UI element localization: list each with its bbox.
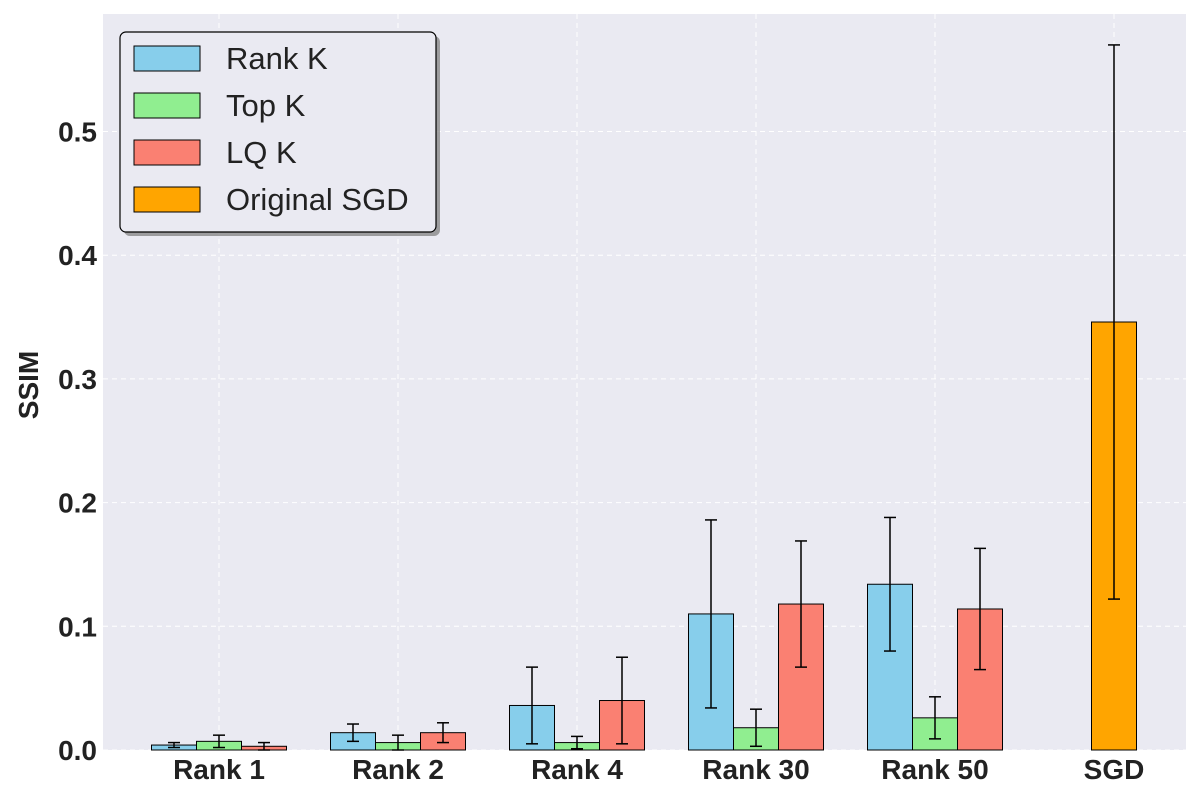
y-tick-label: 0.5 [58,117,97,148]
x-tick-label: Rank 4 [531,754,623,785]
y-axis-label: SSIM [13,351,44,419]
legend-label: Rank K [226,41,328,76]
legend-swatch [133,139,201,166]
y-axis-ticks: 0.0 0.1 0.2 0.3 0.4 0.5 [58,117,97,766]
y-tick-label: 0.0 [58,735,97,766]
x-tick-label: Rank 30 [702,754,809,785]
x-tick-label: Rank 50 [881,754,988,785]
legend-swatch [133,92,201,119]
legend-label: Top K [226,88,306,123]
x-tick-label: Rank 2 [352,754,444,785]
x-tick-label: Rank 1 [173,754,265,785]
legend-swatch [133,186,201,213]
x-tick-label: SGD [1084,754,1145,785]
legend: Rank K Top K LQ K Original SGD [119,31,440,236]
legend-frame [119,31,437,233]
legend-label: Original SGD [226,182,409,217]
error-bars [168,44,1120,751]
y-tick-label: 0.2 [58,488,97,519]
y-tick-label: 0.4 [58,240,97,271]
y-tick-label: 0.1 [58,611,97,642]
y-tick-label: 0.3 [58,364,97,395]
legend-swatch [133,45,201,72]
legend-label: LQ K [226,135,297,170]
x-axis-ticks: Rank 1 Rank 2 Rank 4 Rank 30 Rank 50 SGD [173,754,1144,785]
